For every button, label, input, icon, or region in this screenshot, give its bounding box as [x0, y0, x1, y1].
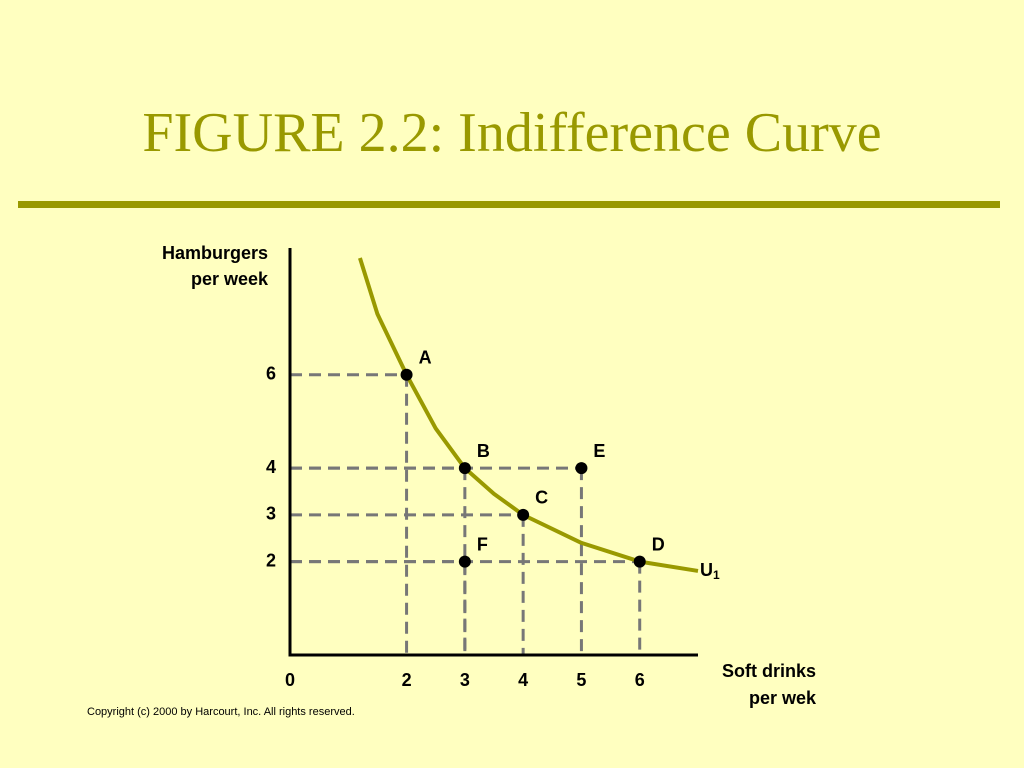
y-axis-label: per week: [191, 269, 269, 289]
point-label: C: [535, 488, 548, 508]
y-tick-label: 3: [266, 504, 276, 524]
point: [400, 368, 413, 381]
x-tick-label: 6: [635, 670, 645, 690]
point-label: D: [652, 534, 665, 554]
point-label: B: [477, 441, 490, 461]
point: [575, 462, 588, 475]
curve-label: U1: [700, 560, 720, 582]
guide-line: [290, 466, 583, 655]
point: [458, 555, 471, 568]
point: [517, 508, 530, 521]
point-label: E: [593, 441, 605, 461]
indifference-curve: [358, 257, 699, 573]
curve-label-main: U: [700, 560, 713, 580]
y-axis-label: Hamburgers: [162, 243, 268, 263]
copyright: Copyright (c) 2000 by Harcourt, Inc. All…: [87, 706, 355, 718]
point-label: F: [477, 534, 488, 554]
guide-line: [290, 560, 467, 655]
x-axis-label: Soft drinks: [722, 661, 816, 681]
guide-line: [290, 513, 525, 655]
plot: 0 2 3 4 5 6 2 3 4 6 A B C D E F: [266, 248, 699, 690]
point: [633, 555, 646, 568]
x-tick-label: 2: [402, 670, 412, 690]
point: [458, 462, 471, 475]
x-tick-label: 4: [518, 670, 528, 690]
x-tick-label: 3: [460, 670, 470, 690]
curve-label-sub: 1: [713, 568, 720, 582]
slide-title: FIGURE 2.2: Indifference Curve: [142, 102, 881, 164]
y-tick-label: 6: [266, 364, 276, 384]
x-axis-label: per wek: [749, 688, 817, 708]
point-label: A: [419, 348, 432, 368]
guides: [290, 373, 642, 655]
title-rule: [18, 201, 1000, 208]
y-tick-label: 4: [266, 457, 276, 477]
y-tick-label: 2: [266, 550, 276, 570]
x-tick-label: 0: [285, 670, 295, 690]
x-tick-label: 5: [576, 670, 586, 690]
